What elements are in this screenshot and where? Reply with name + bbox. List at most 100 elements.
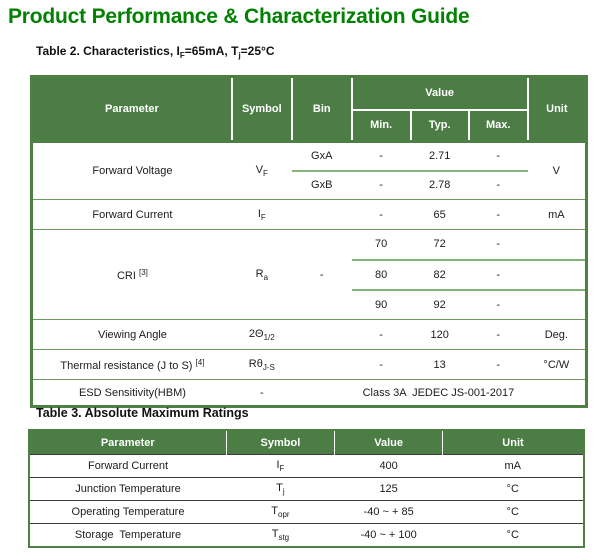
t3-header-parameter: Parameter	[28, 430, 227, 455]
unit-cell	[528, 290, 587, 320]
value-cell: 400	[379, 460, 398, 472]
symbol-subscript: J-S	[262, 362, 275, 372]
max-cell: -	[496, 208, 501, 221]
t3-header-symbol: Symbol	[225, 430, 336, 455]
t2-header-typ: Typ.	[409, 108, 470, 143]
bin-cell: GxA	[291, 141, 352, 172]
param-text: Thermal resistance (J to S)	[60, 359, 196, 372]
t3-header-value: Value	[334, 430, 443, 455]
unit-cell: mA	[548, 208, 565, 221]
min-cell: -	[379, 358, 383, 371]
bin-cell: GxB	[311, 179, 333, 192]
symbol-cell: VF	[232, 142, 292, 200]
max-cell: -	[496, 328, 501, 341]
unit-cell: °C	[506, 483, 519, 495]
value-cell: -40 ~ + 100	[360, 528, 417, 541]
unit-cell: °C/W	[543, 358, 570, 371]
symbol-subscript: F	[263, 169, 268, 178]
max-cell: -	[496, 298, 501, 311]
bin-cell	[292, 320, 352, 350]
param-cell: Thermal resistance (J to S) [4]	[32, 350, 232, 380]
t2-header-unit: Unit	[526, 75, 588, 143]
caption-text: =25°C	[240, 44, 275, 58]
value-cell: -40 ~ + 85	[363, 506, 414, 518]
t2-header-max: Max.	[467, 108, 529, 143]
bin-cell	[292, 350, 352, 380]
footnote-superscript: [4]	[195, 357, 205, 367]
min-cell: 90	[375, 298, 388, 311]
param-cell: Viewing Angle	[97, 328, 167, 341]
symbol-base: 2Θ	[248, 327, 264, 340]
unit-cell	[527, 259, 587, 291]
min-cell: -	[379, 328, 383, 341]
unit-cell: °C	[506, 528, 519, 541]
unit-cell: mA	[504, 460, 521, 472]
t2-header-min: Min.	[350, 108, 412, 143]
symbol-cell: Tj	[226, 478, 335, 501]
caption-subscript: F	[179, 51, 185, 60]
min-cell: -	[379, 208, 383, 221]
caption-text: =65mA, T	[184, 44, 239, 58]
characteristics-table: Parameter Symbol Bin Value Unit Min. Typ…	[30, 75, 588, 408]
row-forward-voltage: Forward Voltage VF GxA - 2.71 - V GxB - …	[31, 141, 587, 200]
symbol-subscript: F	[279, 464, 285, 473]
unit-cell: Deg.	[544, 328, 568, 341]
symbol-cell: IF	[232, 200, 292, 230]
min-cell: 80	[351, 259, 411, 291]
symbol-cell: Ra	[232, 230, 292, 320]
t2-header-value: Value	[350, 75, 529, 111]
unit-cell	[527, 229, 587, 261]
t3-header-unit: Unit	[441, 430, 585, 455]
t2-header-bin: Bin	[290, 75, 353, 143]
param-cell: CRI [3]	[32, 230, 232, 320]
typ-cell: 2.78	[428, 179, 451, 192]
table-row: Storage Temperature Tstg -40 ~ + 100 °C	[29, 524, 584, 547]
param-cell: Forward Current	[87, 460, 169, 472]
param-cell: Forward Voltage	[92, 165, 173, 177]
bin-cell	[292, 200, 352, 230]
symbol-base: I	[276, 459, 280, 471]
symbol-subscript: j	[282, 487, 285, 496]
table-row: Junction Temperature Tj 125 °C	[29, 478, 584, 501]
row-cri: CRI [3] Ra - 70 72 - 80 82 - 90 92 -	[31, 229, 587, 320]
param-cell: Storage Temperature	[74, 528, 182, 541]
symbol-cell: Tstg	[226, 524, 335, 547]
max-cell: -	[468, 141, 528, 172]
table-row: Operating Temperature Topr -40 ~ + 85 °C	[29, 501, 584, 524]
min-cell: -	[379, 179, 383, 192]
min-cell: -	[351, 141, 411, 172]
symbol-base: T	[271, 527, 279, 540]
param-cell: Operating Temperature	[71, 506, 185, 518]
symbol-subscript: F	[260, 212, 266, 222]
symbol-subscript: 1/2	[263, 332, 275, 342]
table-row: Forward Current IF 400 mA	[29, 455, 584, 478]
t2-header-symbol: Symbol	[230, 75, 293, 143]
row-viewing-angle: Viewing Angle 2Θ1/2 - 120 - Deg.	[31, 320, 587, 350]
row-thermal-resistance: Thermal resistance (J to S) [4] RθJ-S - …	[31, 350, 587, 380]
symbol-base: I	[257, 207, 261, 220]
value-cell: 125	[379, 483, 398, 495]
min-cell: 70	[351, 229, 411, 261]
caption-text: Table 2. Characteristics, I	[36, 44, 180, 58]
unit-cell: °C	[506, 506, 519, 518]
typ-cell: 92	[433, 298, 446, 311]
max-cell: -	[496, 358, 501, 371]
value-cell: Class 3A JEDEC JS-001-2017	[362, 386, 515, 399]
symbol-cell: 2Θ1/2	[232, 320, 292, 350]
bin-cell: -	[319, 268, 324, 281]
typ-cell: 72	[410, 229, 469, 261]
param-cell: Junction Temperature	[75, 483, 181, 495]
symbol-base: V	[255, 164, 264, 176]
symbol-subscript: stg	[278, 532, 290, 542]
symbol-subscript: a	[263, 272, 269, 282]
typ-cell: 13	[433, 358, 446, 371]
symbol-base: T	[276, 482, 283, 494]
table3-caption: Table 3. Absolute Maximum Ratings	[36, 406, 249, 420]
row-esd-sensitivity: ESD Sensitivity(HBM) - Class 3A JEDEC JS…	[31, 380, 587, 407]
typ-cell: 82	[410, 259, 469, 291]
unit-cell: V	[552, 165, 560, 177]
symbol-cell: Topr	[226, 501, 335, 524]
symbol-subscript: opr	[278, 510, 290, 519]
page-title: Product Performance & Characterization G…	[8, 5, 470, 28]
symbol-cell: -	[259, 386, 264, 399]
